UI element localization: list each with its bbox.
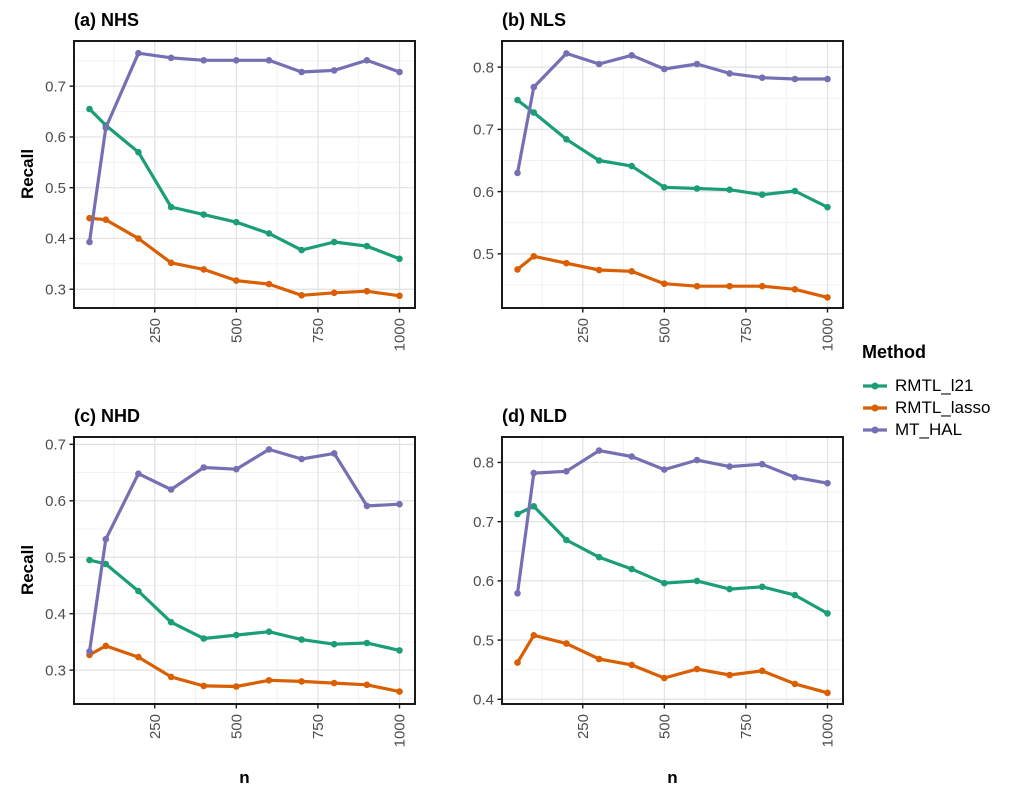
- legend-key-line-icon: [863, 426, 887, 434]
- svg-text:0.5: 0.5: [473, 632, 494, 649]
- svg-text:0.5: 0.5: [45, 549, 66, 566]
- y-axis-title-row-1: Recall: [18, 148, 37, 200]
- svg-text:0.3: 0.3: [45, 281, 66, 298]
- svg-text:750: 750: [738, 318, 755, 343]
- svg-text:1000: 1000: [820, 714, 837, 747]
- legend: Method RMTL_l21 RMTL_lasso MT_HAL: [862, 342, 990, 441]
- svg-text:750: 750: [738, 714, 755, 739]
- x-axis-title-c: n: [239, 768, 250, 787]
- svg-text:0.4: 0.4: [45, 606, 66, 623]
- svg-text:1000: 1000: [392, 318, 409, 351]
- svg-text:0.6: 0.6: [473, 184, 494, 201]
- svg-text:0.6: 0.6: [45, 129, 66, 146]
- legend-key-line-icon: [863, 382, 887, 390]
- plot-panel-b: 250 500 750 1000 0.5 0.6 0.7 0.8: [473, 40, 844, 351]
- legend-item-label: MT_HAL: [895, 420, 963, 439]
- svg-text:750: 750: [310, 714, 327, 739]
- svg-text:0.7: 0.7: [473, 514, 494, 531]
- legend-item-label: RMTL_l21: [895, 376, 974, 395]
- svg-text:250: 250: [147, 318, 164, 343]
- legend-item: RMTL_lasso: [862, 397, 990, 419]
- svg-text:0.5: 0.5: [45, 180, 66, 197]
- svg-text:0.6: 0.6: [45, 493, 66, 510]
- svg-text:0.4: 0.4: [45, 231, 66, 248]
- svg-text:500: 500: [656, 318, 673, 343]
- svg-text:250: 250: [147, 714, 164, 739]
- legend-item-label: RMTL_lasso: [895, 398, 991, 417]
- svg-text:0.5: 0.5: [473, 246, 494, 263]
- plot-panel-a: 250 500 750 1000 0.3 0.4 0.5 0.6 0.7: [45, 40, 416, 351]
- svg-text:500: 500: [228, 714, 245, 739]
- svg-text:1000: 1000: [392, 714, 409, 747]
- svg-text:0.3: 0.3: [45, 662, 66, 679]
- svg-text:0.8: 0.8: [473, 455, 494, 472]
- x-axis-title-d: n: [667, 768, 678, 787]
- legend-title: Method: [862, 342, 926, 362]
- panel-title-b: (b) NLS: [502, 10, 566, 30]
- plot-panel-c: 250 500 750 1000 0.3 0.4 0.5 0.6 0.7: [45, 436, 416, 747]
- y-axis-title-row-2: Recall: [18, 544, 37, 596]
- svg-text:0.4: 0.4: [473, 691, 494, 708]
- svg-text:500: 500: [656, 714, 673, 739]
- panel-title-c: (c) NHD: [74, 406, 140, 426]
- svg-text:750: 750: [310, 318, 327, 343]
- svg-text:0.6: 0.6: [473, 573, 494, 590]
- panel-title-a: (a) NHS: [74, 10, 140, 30]
- legend-key-line-icon: [863, 404, 887, 412]
- svg-text:0.7: 0.7: [473, 122, 494, 139]
- svg-text:0.7: 0.7: [45, 437, 66, 454]
- svg-text:250: 250: [575, 318, 592, 343]
- svg-text:250: 250: [575, 714, 592, 739]
- svg-text:500: 500: [228, 318, 245, 343]
- legend-item: MT_HAL: [862, 419, 990, 441]
- svg-text:1000: 1000: [820, 318, 837, 351]
- svg-text:0.7: 0.7: [45, 78, 66, 95]
- svg-text:0.8: 0.8: [473, 59, 494, 76]
- legend-item: RMTL_l21: [862, 375, 990, 397]
- plot-panel-d: 250 500 750 1000 0.4 0.5 0.6 0.7 0.8: [473, 436, 844, 747]
- panel-title-d: (d) NLD: [502, 406, 567, 426]
